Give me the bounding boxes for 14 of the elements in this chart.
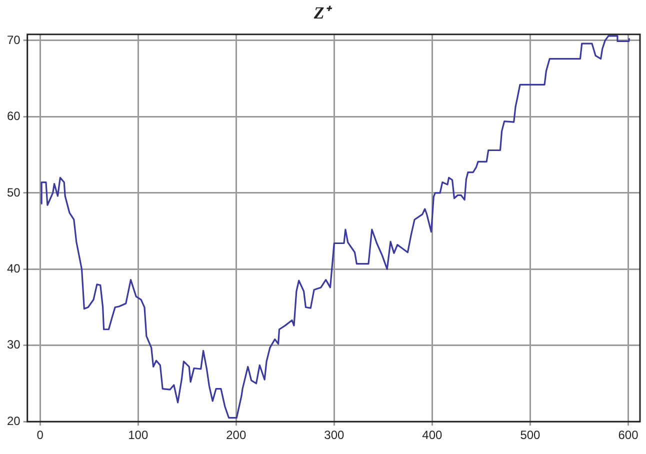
x-tick-label: 200 — [226, 428, 246, 442]
y-tick-label: 20 — [6, 414, 21, 428]
x-tick-label: 500 — [520, 428, 541, 442]
x-tick-label: 300 — [324, 428, 344, 442]
x-tick-label: 100 — [128, 428, 148, 442]
x-tick-label: 600 — [618, 428, 639, 442]
y-tick-label: 70 — [6, 32, 21, 47]
y-tick-label: 40 — [6, 261, 21, 276]
y-tick-label: 50 — [6, 185, 21, 200]
y-tick-label: 30 — [6, 338, 21, 352]
y-tick-label: 60 — [6, 109, 21, 124]
chart-title: Z⁺ — [312, 4, 334, 23]
x-tick-label: 400 — [422, 428, 443, 442]
x-tick-label: 0 — [36, 428, 44, 442]
